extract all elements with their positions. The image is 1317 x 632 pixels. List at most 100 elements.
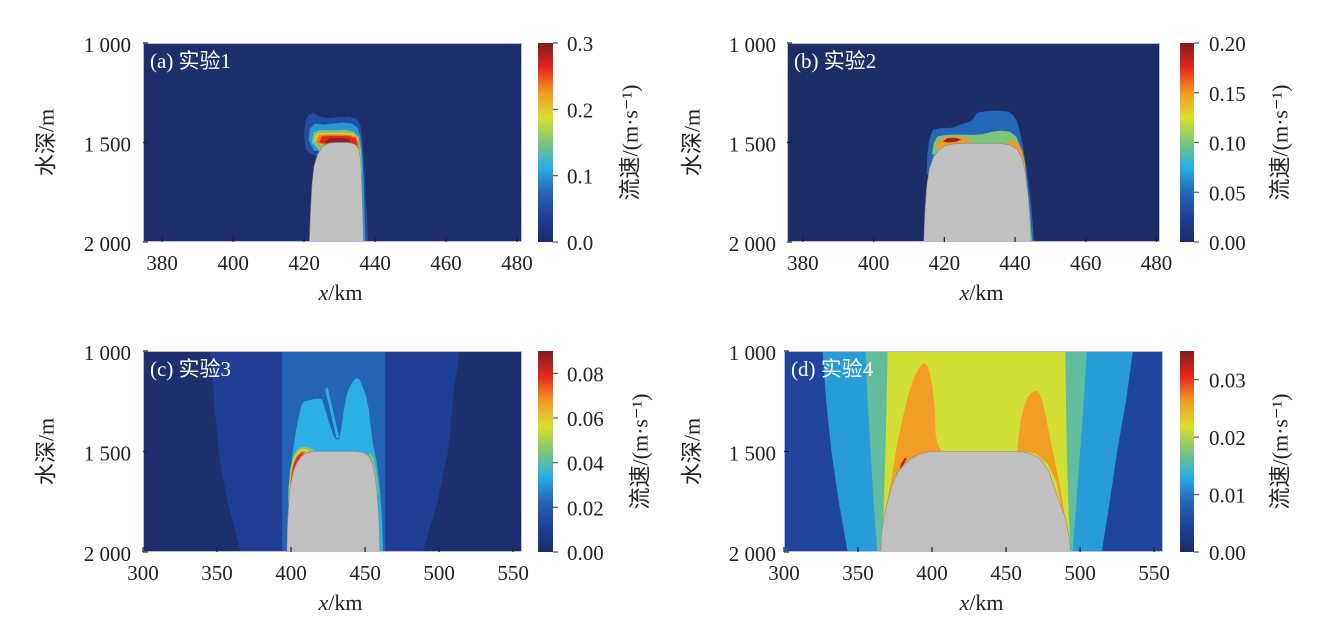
x-tick-label: 450 <box>990 561 1022 585</box>
x-axis-variable: x <box>318 280 329 305</box>
contour-region <box>325 138 351 143</box>
x-tick-label: 440 <box>359 251 391 275</box>
y-tick-label: 2 000 <box>729 232 776 256</box>
x-tick-label: 350 <box>201 561 233 585</box>
seamount-topography <box>923 143 1032 242</box>
x-tick-label: 400 <box>858 251 890 275</box>
panel-b: (b) 实验2 380 400 420 440 460 480 1 000 1 500 2 000… <box>680 32 1293 305</box>
x-tick-label: 400 <box>217 251 249 275</box>
colorbar-tick-label: 0.03 <box>1209 369 1246 393</box>
x-axis-label: x/km <box>959 590 1004 615</box>
contour-region <box>1006 140 1027 179</box>
contour-region <box>290 451 305 484</box>
y-tick-label: 1 500 <box>729 133 776 157</box>
contour-region <box>942 137 962 143</box>
y-tick-label: 1 000 <box>729 33 776 57</box>
y-tick-label: 1 000 <box>84 341 131 365</box>
colorbar-tick-label: 0.02 <box>567 496 604 520</box>
x-axis-variable: x <box>959 590 970 615</box>
panel-title: (b) 实验2 <box>794 49 876 73</box>
x-tick-label: 460 <box>1070 251 1102 275</box>
x-axis-label: x/km <box>318 590 363 615</box>
y-axis-label: 水深/m <box>34 418 59 485</box>
x-tick-label: 480 <box>501 251 533 275</box>
colorbar-tick-label: 0.3 <box>567 32 593 56</box>
contour-region <box>325 387 340 439</box>
colorbar <box>1180 43 1194 242</box>
colorbar-tick-label: 0.2 <box>567 98 593 122</box>
colorbar-label: 流速/(m·s⁻¹) <box>1268 394 1293 510</box>
y-axis-label: 水深/m <box>680 109 705 176</box>
colorbar-tick-label: 0.08 <box>567 362 604 386</box>
panel-title: (c) 实验3 <box>150 357 231 381</box>
x-tick-label: 400 <box>916 561 948 585</box>
y-tick-label: 1 500 <box>84 442 131 466</box>
y-tick-label: 2 000 <box>84 232 131 256</box>
x-tick-label: 300 <box>768 561 800 585</box>
colorbar-tick-label: 0.01 <box>1209 484 1246 508</box>
x-tick-label: 380 <box>146 251 178 275</box>
x-axis-variable: x <box>959 280 970 305</box>
x-tick-label: 460 <box>430 251 462 275</box>
contour-region <box>883 362 942 528</box>
x-axis-unit: /km <box>969 280 1003 305</box>
x-tick-label: 380 <box>787 251 819 275</box>
colorbar <box>1180 351 1194 552</box>
colorbar-tick-label: 0.06 <box>567 407 604 431</box>
colorbar <box>538 351 553 552</box>
y-tick-label: 1 500 <box>84 133 131 157</box>
x-tick-label: 500 <box>1064 561 1096 585</box>
panel-title: (d) 实验4 <box>791 357 874 381</box>
plot-area <box>787 43 1160 242</box>
panel-title: (a) 实验1 <box>150 49 231 73</box>
colorbar-tick-label: 0.05 <box>1209 181 1246 205</box>
y-tick-label: 1 500 <box>729 442 776 466</box>
plot-area <box>784 351 1163 552</box>
x-axis-unit: /km <box>328 590 362 615</box>
x-tick-label: 550 <box>1138 561 1170 585</box>
colorbar-label: 流速/(m·s⁻¹) <box>1268 85 1293 201</box>
y-tick-label: 1 000 <box>84 33 131 57</box>
y-tick-label: 2 000 <box>729 542 776 566</box>
x-tick-label: 350 <box>842 561 874 585</box>
x-axis-label: x/km <box>318 280 363 305</box>
x-tick-label: 420 <box>929 251 961 275</box>
y-axis-label: 水深/m <box>34 109 59 176</box>
panel-d: (d) 实验4 300 350 400 450 500 550 1 000 1 500 2 000… <box>680 341 1293 615</box>
plot-area <box>143 351 522 552</box>
seamount-topography <box>309 142 364 242</box>
y-tick-label: 1 000 <box>729 341 776 365</box>
colorbar <box>538 43 553 242</box>
y-axis-label: 水深/m <box>680 418 705 485</box>
colorbar-tick-label: 0.20 <box>1209 32 1246 56</box>
x-tick-label: 300 <box>127 561 159 585</box>
x-tick-label: 420 <box>288 251 320 275</box>
panel-a: (a) 实验1 380 400 420 440 460 480 1 000 1 500 2 000… <box>34 32 643 305</box>
x-tick-label: 450 <box>349 561 381 585</box>
colorbar-tick-label: 0.0 <box>567 231 593 255</box>
x-axis-unit: /km <box>328 280 362 305</box>
colorbar-tick-label: 0.04 <box>567 452 604 476</box>
seamount-topography <box>286 451 381 552</box>
y-tick-label: 2 000 <box>84 542 131 566</box>
x-tick-label: 440 <box>999 251 1031 275</box>
colorbar-tick-label: 0.00 <box>1209 541 1246 565</box>
x-axis-variable: x <box>318 590 329 615</box>
contour-region <box>289 448 309 492</box>
panel-c: (c) 实验3 300 350 400 450 500 550 1 000 1 500 2 000… <box>34 341 653 615</box>
colorbar-tick-label: 0.00 <box>567 541 604 565</box>
x-axis-unit: /km <box>969 590 1003 615</box>
contour-region <box>1017 390 1068 542</box>
colorbar-tick-label: 0.1 <box>567 165 593 189</box>
colorbar-tick-label: 0.02 <box>1209 426 1246 450</box>
colorbar-label: 流速/(m·s⁻¹) <box>628 394 653 510</box>
x-tick-label: 550 <box>497 561 529 585</box>
colorbar-tick-label: 0.15 <box>1209 82 1246 106</box>
x-tick-label: 400 <box>275 561 307 585</box>
x-axis-label: x/km <box>959 280 1004 305</box>
x-tick-label: 480 <box>1141 251 1173 275</box>
colorbar-tick-label: 0.00 <box>1209 231 1246 255</box>
plot-area <box>143 43 522 242</box>
